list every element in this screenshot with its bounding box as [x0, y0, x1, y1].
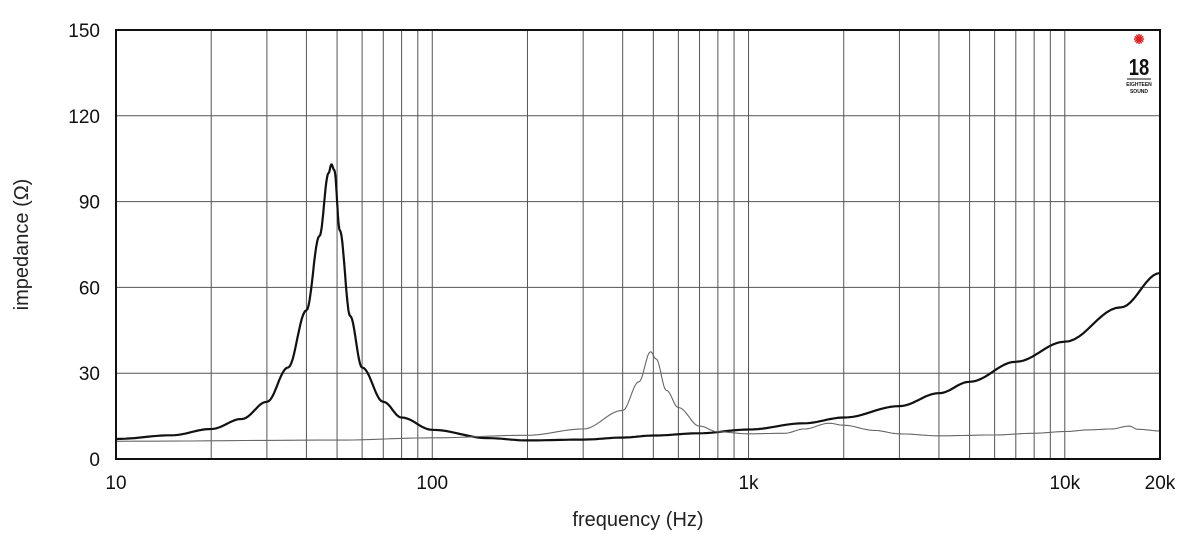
y-tick-label: 150 [68, 21, 100, 42]
plot-frame [115, 29, 1161, 460]
series-line-2 [115, 351, 1161, 442]
x-tick-label: 20k [1145, 473, 1176, 494]
grid [116, 30, 1160, 459]
logo-text-line1: EIGHTEEN [1126, 82, 1152, 88]
x-axis-label: frequency (Hz) [572, 509, 703, 531]
x-tick-label: 10 [105, 473, 126, 494]
y-tick-label: 30 [79, 364, 100, 385]
y-tick-label: 60 [79, 278, 100, 299]
series-group [115, 163, 1161, 442]
y-tick-label: 120 [68, 107, 100, 128]
eighteen-sound-logo: 18 EIGHTEEN SOUND [1126, 34, 1152, 95]
x-tick-label: 10k [1049, 473, 1080, 494]
y-tick-label: 0 [89, 450, 100, 471]
y-tick-label: 90 [79, 193, 100, 214]
x-tick-label: 1k [738, 473, 759, 494]
logo-number: 18 [1129, 55, 1149, 80]
x-tick-labels: 10 100 1k 10k 20k [105, 473, 1175, 494]
logo-text-line2: SOUND [1130, 89, 1148, 95]
star-icon [1134, 34, 1144, 44]
y-axis-label: impedance (Ω) [11, 179, 33, 311]
series-line-1 [115, 163, 1161, 442]
y-tick-labels: 0 30 60 90 120 150 [68, 21, 100, 471]
x-tick-label: 100 [416, 473, 448, 494]
